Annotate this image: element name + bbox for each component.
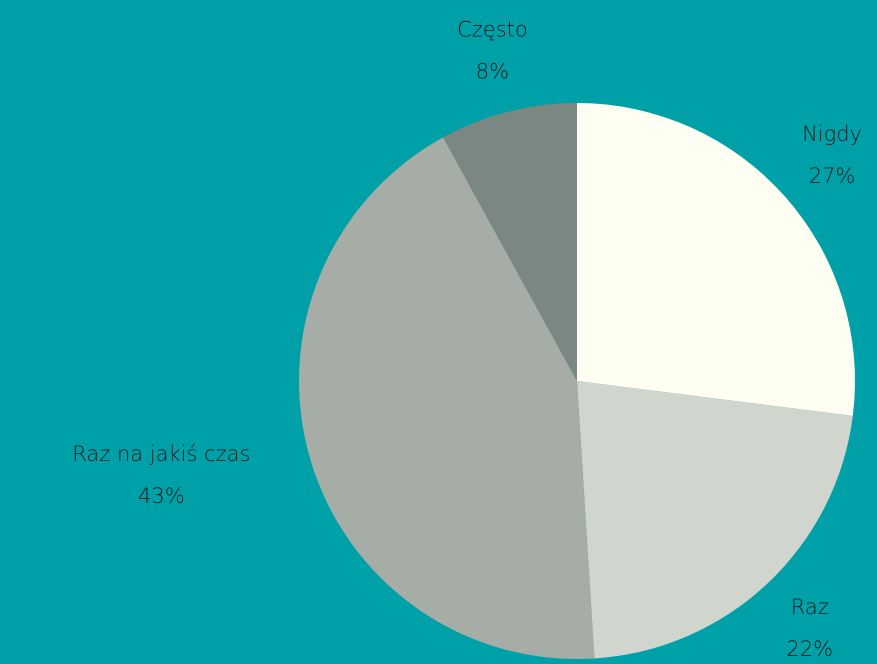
slice-label: Raz na jakiś czas <box>72 442 250 466</box>
slice-value-label: 22% <box>786 637 833 661</box>
pie-slice <box>577 103 855 416</box>
slice-label: Raz <box>791 595 829 619</box>
slice-value-label: 27% <box>809 164 856 188</box>
pie-slice <box>577 381 853 659</box>
slice-value-label: 43% <box>138 484 185 508</box>
pie-slice <box>443 103 577 381</box>
pie-slice <box>298 137 595 660</box>
slice-value-label: 8% <box>476 60 509 84</box>
slice-label: Często <box>457 18 528 42</box>
slice-label: Nigdy <box>802 122 862 146</box>
